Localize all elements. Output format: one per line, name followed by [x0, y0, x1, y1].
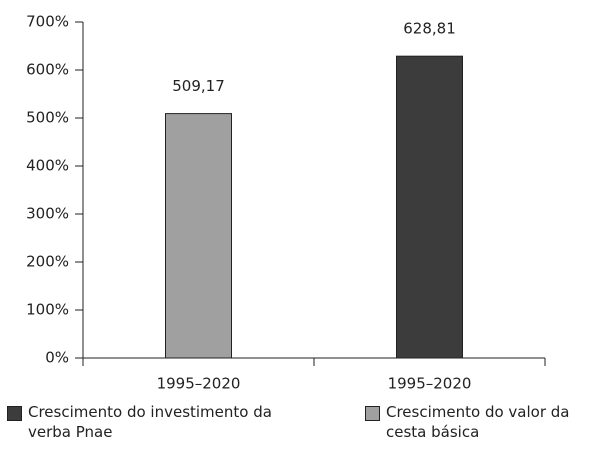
legend-label: Crescimento do investimento da verba Pna… — [28, 403, 272, 441]
legend-swatch — [365, 406, 380, 421]
y-tick-label: 300% — [26, 205, 69, 223]
y-tick-label: 100% — [26, 301, 69, 319]
value-label: 628,81 — [403, 20, 456, 38]
chart: 0% 100% 200% 300% 400% 500% 600% 700% 1995–2020 1… — [26, 13, 546, 393]
x-tick-label: 1995–2020 — [388, 375, 472, 393]
y-tick-label: 500% — [26, 109, 69, 127]
legend-item: Crescimento do valor da cesta básica — [365, 402, 610, 442]
legend-swatch — [7, 406, 22, 421]
value-label: 509,17 — [172, 77, 225, 95]
y-tick-label: 200% — [26, 253, 69, 271]
bar — [396, 55, 463, 359]
y-tick-label: 700% — [26, 13, 69, 31]
x-tick-label: 1995–2020 — [157, 375, 241, 393]
y-tick-label: 600% — [26, 61, 69, 79]
bar — [165, 113, 232, 359]
y-tick-label: 400% — [26, 157, 69, 175]
legend-label: Crescimento do valor da cesta básica — [386, 403, 570, 441]
y-tick-label: 0% — [45, 349, 69, 367]
legend-item: Crescimento do investimento da verba Pna… — [7, 402, 307, 442]
